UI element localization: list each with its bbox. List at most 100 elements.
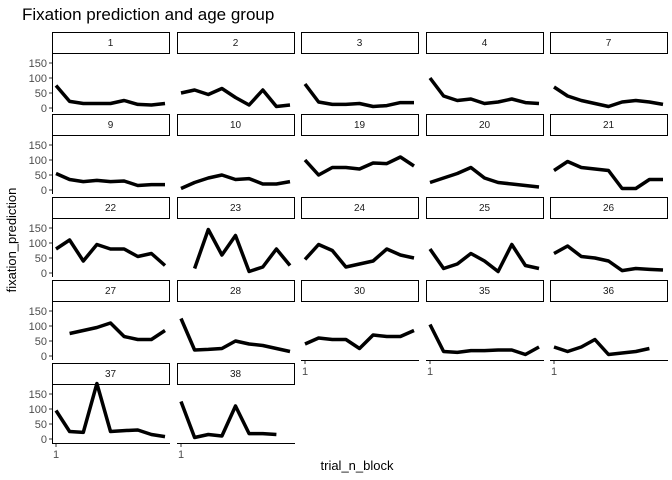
facet-strip-label: 24	[354, 203, 366, 214]
facet-strip	[426, 197, 544, 219]
facet-strip-label: 23	[230, 203, 242, 214]
y-tick-label: 100	[29, 238, 47, 250]
facet-strip	[177, 32, 295, 54]
y-tick-label: 150	[29, 58, 47, 70]
facet-strip	[426, 32, 544, 54]
facet-strip-label: 1	[108, 38, 114, 49]
y-tick-label: 50	[35, 336, 47, 348]
chart-title: Fixation prediction and age group	[22, 5, 274, 24]
facet-panel-25: 25	[426, 197, 544, 274]
facet-strip	[52, 197, 170, 219]
facet-strip-label: 37	[105, 369, 117, 380]
facet-strip	[177, 114, 295, 136]
series-line	[180, 86, 291, 109]
facet-strip-label: 2	[233, 38, 239, 49]
facet-strip-label: 25	[479, 203, 491, 214]
y-tick-label: 50	[35, 170, 47, 182]
facet-panel-1: 1 0 50 100 150	[29, 32, 170, 115]
facet-strip	[301, 197, 419, 219]
series-line	[304, 328, 415, 351]
y-tick-label: 0	[41, 103, 47, 115]
series-line	[303, 242, 415, 269]
series-line	[553, 337, 650, 357]
facet-strip-label: 36	[603, 286, 615, 297]
facet-strip-label: 22	[105, 203, 117, 214]
facet-panel-24: 24	[301, 197, 419, 269]
facet-strip	[52, 280, 170, 302]
facet-strip-label: 4	[482, 38, 488, 49]
y-tick-label: 0	[41, 268, 47, 280]
facet-strip	[426, 280, 544, 302]
series-line	[303, 82, 414, 109]
y-tick-label: 0	[41, 434, 47, 446]
y-tick-label: 100	[29, 73, 47, 85]
facet-panel-38: 38 1	[177, 363, 295, 461]
facet-panel-21: 21	[550, 114, 668, 191]
facet-strip	[52, 363, 170, 385]
facet-strip	[177, 363, 295, 385]
facet-panel-9: 9 0 50 100 150	[29, 114, 170, 197]
facet-panel-35: 35 1	[426, 280, 544, 378]
facet-strip-label: 27	[105, 286, 117, 297]
y-axis-title: fixation_prediction	[4, 188, 19, 293]
x-tick-label: 1	[427, 366, 433, 378]
y-tick-label: 150	[29, 140, 47, 152]
series-line	[192, 227, 292, 274]
x-axis-title: trial_n_block	[321, 458, 394, 473]
series-line	[54, 381, 166, 439]
facet-strip	[52, 114, 170, 136]
series-line	[553, 159, 663, 191]
x-tick-label: 1	[53, 449, 59, 461]
y-tick-label: 50	[35, 88, 47, 100]
facet-strip	[550, 280, 668, 302]
x-tick-label: 1	[178, 449, 184, 461]
y-tick-label: 100	[29, 155, 47, 167]
facet-panel-37: 37 0 50 100 150 1	[29, 363, 170, 461]
facet-strip-label: 38	[230, 369, 242, 380]
facet-strip	[550, 32, 668, 54]
series-line	[54, 84, 166, 107]
facet-strip	[301, 280, 419, 302]
facet-panel-28: 28	[177, 280, 295, 354]
series-line	[428, 323, 540, 357]
facet-strip-label: 26	[603, 203, 615, 214]
x-tick-label: 1	[551, 366, 557, 378]
facet-strip-label: 20	[479, 120, 491, 131]
series-line	[428, 76, 540, 106]
facet-strip	[301, 114, 419, 136]
facet-strip-label: 35	[479, 286, 491, 297]
facet-strip	[301, 32, 419, 54]
facet-panel-26: 26	[550, 197, 668, 273]
facet-strip-label: 10	[230, 120, 242, 131]
facet-panel-2: 2	[177, 32, 295, 109]
facet-strip-label: 3	[357, 38, 363, 49]
facet-panel-3: 3	[301, 32, 419, 109]
y-tick-label: 150	[29, 389, 47, 401]
facet-strip-label: 9	[108, 120, 114, 131]
y-tick-label: 100	[29, 321, 47, 333]
series-line	[55, 171, 165, 188]
facet-panel-10: 10	[177, 114, 295, 191]
y-tick-label: 0	[41, 351, 47, 363]
facet-strip-label: 30	[354, 286, 366, 297]
series-line	[180, 173, 291, 191]
series-line	[55, 238, 167, 267]
facet-panel-22: 22 0 50 100 150	[29, 197, 170, 280]
series-line	[553, 85, 664, 109]
facet-strip	[177, 280, 295, 302]
x-tick-label: 1	[302, 366, 308, 378]
series-line	[179, 400, 277, 440]
y-tick-label: 50	[35, 419, 47, 431]
y-tick-label: 100	[29, 404, 47, 416]
facet-panel-4: 4	[426, 32, 544, 106]
facet-strip-label: 19	[354, 120, 366, 131]
facet-panel-7: 7	[550, 32, 668, 109]
facet-strip	[426, 114, 544, 136]
facet-strip-label: 21	[603, 120, 615, 131]
y-tick-label: 150	[29, 306, 47, 318]
facet-panel-36: 36 1	[550, 280, 668, 378]
facet-strip	[550, 114, 668, 136]
series-line	[69, 321, 166, 342]
